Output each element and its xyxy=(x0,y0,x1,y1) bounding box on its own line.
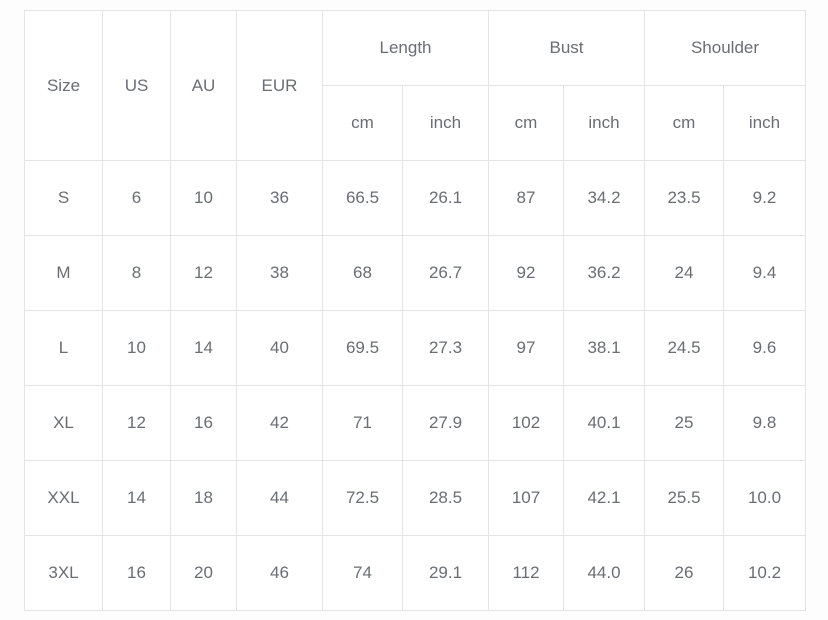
table-row: M 8 12 38 68 26.7 92 36.2 24 9.4 xyxy=(24,235,806,311)
cell-shoulder-inch: 10.2 xyxy=(723,535,806,611)
cell-bust-inch: 44.0 xyxy=(563,535,645,611)
cell-shoulder-cm: 26 xyxy=(644,535,724,611)
cell-shoulder-inch: 10.0 xyxy=(723,460,806,536)
cell-au: 16 xyxy=(170,385,237,461)
table-row: XXL 14 18 44 72.5 28.5 107 42.1 25.5 10.… xyxy=(24,460,806,536)
col-header-length-inch: inch xyxy=(402,85,489,161)
cell-eur: 40 xyxy=(236,310,323,386)
col-header-eur: EUR xyxy=(236,10,323,161)
cell-length-inch: 26.1 xyxy=(402,160,489,236)
table-header: Size US AU EUR Length Bust Shoulder cm i… xyxy=(24,10,806,161)
cell-size: 3XL xyxy=(24,535,103,611)
cell-size: S xyxy=(24,160,103,236)
col-header-us: US xyxy=(102,10,171,161)
cell-bust-inch: 40.1 xyxy=(563,385,645,461)
cell-length-cm: 69.5 xyxy=(322,310,403,386)
col-header-shoulder-cm: cm xyxy=(644,85,724,161)
header-unit-row: cm inch cm inch cm inch xyxy=(25,85,806,161)
col-group-length: Length xyxy=(322,10,489,86)
cell-size: XXL xyxy=(24,460,103,536)
table-row: XL 12 16 42 71 27.9 102 40.1 25 9.8 xyxy=(24,385,806,461)
table-row: L 10 14 40 69.5 27.3 97 38.1 24.5 9.6 xyxy=(24,310,806,386)
cell-bust-cm: 92 xyxy=(488,235,564,311)
cell-bust-cm: 112 xyxy=(488,535,564,611)
cell-us: 10 xyxy=(102,310,171,386)
cell-us: 6 xyxy=(102,160,171,236)
cell-us: 14 xyxy=(102,460,171,536)
cell-length-inch: 28.5 xyxy=(402,460,489,536)
cell-shoulder-inch: 9.8 xyxy=(723,385,806,461)
cell-au: 20 xyxy=(170,535,237,611)
cell-shoulder-cm: 25 xyxy=(644,385,724,461)
col-header-size: Size xyxy=(24,10,103,161)
cell-shoulder-inch: 9.2 xyxy=(723,160,806,236)
cell-length-cm: 66.5 xyxy=(322,160,403,236)
col-header-shoulder-inch: inch xyxy=(723,85,806,161)
cell-eur: 44 xyxy=(236,460,323,536)
cell-bust-cm: 87 xyxy=(488,160,564,236)
cell-bust-cm: 107 xyxy=(488,460,564,536)
cell-size: M xyxy=(24,235,103,311)
cell-size: L xyxy=(24,310,103,386)
col-header-au: AU xyxy=(170,10,237,161)
cell-bust-inch: 42.1 xyxy=(563,460,645,536)
cell-shoulder-cm: 23.5 xyxy=(644,160,724,236)
cell-length-cm: 71 xyxy=(322,385,403,461)
cell-au: 14 xyxy=(170,310,237,386)
table-body: S 6 10 36 66.5 26.1 87 34.2 23.5 9.2 M 8… xyxy=(24,160,806,611)
cell-bust-cm: 102 xyxy=(488,385,564,461)
table-row: 3XL 16 20 46 74 29.1 112 44.0 26 10.2 xyxy=(24,535,806,611)
cell-au: 10 xyxy=(170,160,237,236)
cell-us: 8 xyxy=(102,235,171,311)
table-row: S 6 10 36 66.5 26.1 87 34.2 23.5 9.2 xyxy=(24,160,806,236)
col-header-bust-cm: cm xyxy=(488,85,564,161)
col-header-length-cm: cm xyxy=(322,85,403,161)
cell-bust-inch: 38.1 xyxy=(563,310,645,386)
cell-eur: 36 xyxy=(236,160,323,236)
cell-length-inch: 26.7 xyxy=(402,235,489,311)
cell-au: 18 xyxy=(170,460,237,536)
cell-shoulder-cm: 24 xyxy=(644,235,724,311)
header-group-row: Size US AU EUR Length Bust Shoulder xyxy=(24,10,806,161)
size-chart-table: Size US AU EUR Length Bust Shoulder cm i… xyxy=(24,10,806,611)
cell-length-cm: 74 xyxy=(322,535,403,611)
col-header-bust-inch: inch xyxy=(563,85,645,161)
cell-bust-cm: 97 xyxy=(488,310,564,386)
cell-size: XL xyxy=(24,385,103,461)
cell-us: 16 xyxy=(102,535,171,611)
cell-bust-inch: 34.2 xyxy=(563,160,645,236)
cell-length-inch: 27.3 xyxy=(402,310,489,386)
cell-length-inch: 27.9 xyxy=(402,385,489,461)
cell-shoulder-inch: 9.4 xyxy=(723,235,806,311)
cell-eur: 46 xyxy=(236,535,323,611)
col-group-shoulder: Shoulder xyxy=(644,10,806,86)
cell-bust-inch: 36.2 xyxy=(563,235,645,311)
cell-length-cm: 72.5 xyxy=(322,460,403,536)
cell-us: 12 xyxy=(102,385,171,461)
cell-eur: 42 xyxy=(236,385,323,461)
cell-au: 12 xyxy=(170,235,237,311)
cell-shoulder-cm: 24.5 xyxy=(644,310,724,386)
cell-shoulder-inch: 9.6 xyxy=(723,310,806,386)
cell-eur: 38 xyxy=(236,235,323,311)
cell-shoulder-cm: 25.5 xyxy=(644,460,724,536)
col-group-bust: Bust xyxy=(488,10,645,86)
cell-length-cm: 68 xyxy=(322,235,403,311)
cell-length-inch: 29.1 xyxy=(402,535,489,611)
